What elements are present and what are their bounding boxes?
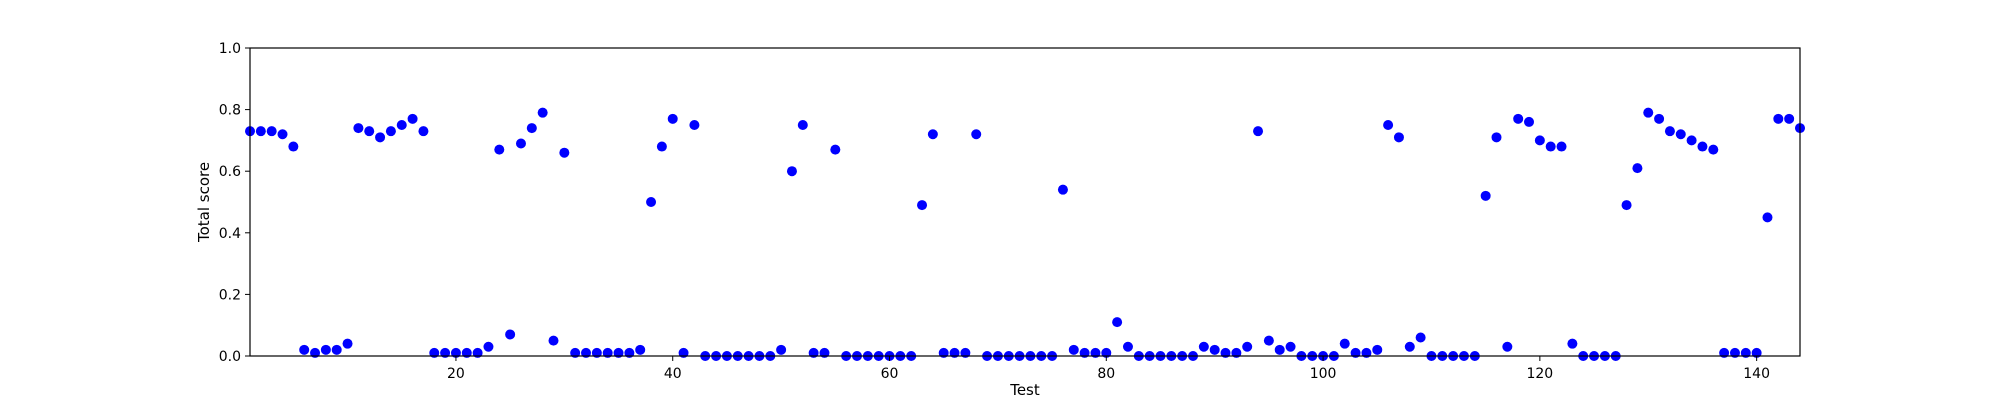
- data-point: [1404, 341, 1415, 352]
- data-point: [299, 344, 310, 355]
- data-point: [1621, 200, 1632, 211]
- data-point: [776, 344, 787, 355]
- data-point: [1762, 212, 1773, 223]
- data-point: [385, 126, 396, 137]
- data-point: [1491, 132, 1502, 143]
- data-point: [917, 200, 928, 211]
- data-point: [515, 138, 526, 149]
- data-point: [1112, 317, 1123, 328]
- data-point: [797, 120, 808, 130]
- data-point: [1524, 116, 1535, 127]
- x-tick-label: 20: [447, 366, 465, 382]
- data-point: [537, 107, 548, 118]
- data-point: [526, 123, 537, 134]
- data-point: [255, 126, 266, 137]
- data-point: [1686, 135, 1697, 146]
- data-point: [1480, 190, 1491, 201]
- data-point: [505, 329, 516, 340]
- x-tick-label: 60: [881, 366, 899, 382]
- data-point: [1502, 341, 1513, 352]
- data-point: [1057, 184, 1068, 195]
- data-point: [375, 132, 386, 143]
- data-point: [830, 144, 841, 155]
- data-point: [407, 113, 418, 124]
- data-point: [1415, 332, 1426, 343]
- data-point: [635, 344, 646, 355]
- data-point: [1556, 141, 1567, 152]
- data-point: [1253, 126, 1264, 137]
- data-point: [548, 335, 559, 346]
- y-axis-label: Total score: [195, 162, 213, 243]
- data-point: [1654, 113, 1665, 124]
- data-point: [1513, 113, 1524, 124]
- x-tick-label: 40: [664, 366, 682, 382]
- data-point: [689, 120, 700, 130]
- data-point: [559, 147, 570, 158]
- data-point: [1383, 120, 1394, 130]
- y-tick-label: 0.0: [219, 349, 241, 365]
- data-point: [1393, 132, 1404, 143]
- data-point: [1242, 341, 1253, 352]
- data-point: [1567, 338, 1578, 349]
- data-point: [288, 141, 299, 152]
- data-point: [1664, 126, 1675, 137]
- data-point: [1708, 144, 1719, 155]
- y-tick-label: 0.8: [219, 103, 241, 119]
- data-point: [266, 126, 277, 137]
- y-tick-label: 0.2: [219, 287, 241, 303]
- x-tick-label: 80: [1097, 366, 1115, 382]
- data-point: [1339, 338, 1350, 349]
- x-tick-label: 100: [1310, 366, 1337, 382]
- points-layer: [245, 107, 1805, 361]
- data-point: [1675, 129, 1686, 140]
- data-point: [396, 120, 407, 130]
- data-point: [331, 344, 342, 355]
- data-point: [1697, 141, 1708, 152]
- data-point: [1534, 135, 1545, 146]
- data-point: [1122, 341, 1133, 352]
- data-point: [483, 341, 494, 352]
- x-axis-label: Test: [1009, 381, 1040, 399]
- data-point: [1198, 341, 1209, 352]
- data-point: [1632, 163, 1643, 174]
- data-point: [1773, 113, 1784, 124]
- data-point: [971, 129, 982, 140]
- data-point: [418, 126, 429, 137]
- data-point: [353, 123, 364, 134]
- data-point: [1274, 344, 1285, 355]
- y-tick-label: 1.0: [219, 41, 241, 57]
- data-point: [1784, 113, 1795, 124]
- data-point: [1285, 341, 1296, 352]
- data-point: [364, 126, 375, 137]
- x-axis-ticks: 20 40 60 80 100 120 140: [447, 356, 1770, 382]
- data-point: [342, 338, 353, 349]
- data-point: [1263, 335, 1274, 346]
- data-point: [667, 113, 678, 124]
- data-point: [656, 141, 667, 152]
- data-point: [646, 197, 657, 207]
- data-point: [786, 166, 797, 177]
- data-point: [1209, 344, 1220, 355]
- data-point: [1068, 344, 1079, 355]
- y-tick-label: 0.4: [219, 226, 241, 242]
- data-point: [1643, 107, 1654, 118]
- x-tick-label: 120: [1526, 366, 1553, 382]
- y-axis-ticks: 0.0 0.2 0.4 0.6 0.8 1.0: [219, 41, 250, 365]
- y-tick-label: 0.6: [219, 164, 241, 180]
- plot-area-frame: [249, 47, 1801, 357]
- data-point: [277, 129, 288, 140]
- data-point: [494, 144, 505, 155]
- x-tick-label: 140: [1743, 366, 1770, 382]
- data-point: [1372, 344, 1383, 355]
- data-point: [1545, 141, 1556, 152]
- data-point: [320, 344, 331, 355]
- data-point: [927, 129, 938, 140]
